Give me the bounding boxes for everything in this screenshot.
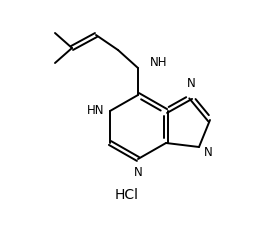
Text: N: N [186, 77, 195, 90]
Text: HCl: HCl [115, 188, 138, 202]
Text: NH: NH [149, 55, 167, 69]
Text: N: N [203, 146, 212, 158]
Text: HN: HN [86, 104, 104, 118]
Text: N: N [133, 166, 142, 179]
